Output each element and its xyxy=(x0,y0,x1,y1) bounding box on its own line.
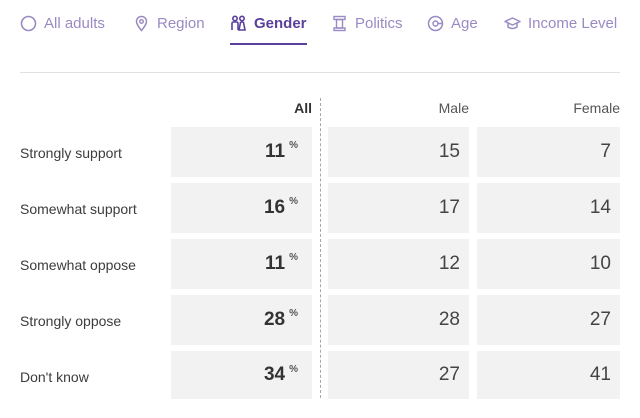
tab-income-level[interactable]: Income Level xyxy=(504,14,617,44)
percent-sign: % xyxy=(289,140,298,151)
all-value-cell: 16% xyxy=(171,183,312,233)
female-value-cell: 7 xyxy=(477,127,620,177)
percent-sign: % xyxy=(289,364,298,375)
male-value-cell: 17 xyxy=(328,183,469,233)
row-label: Don't know xyxy=(20,369,89,385)
column-header-male: Male xyxy=(438,100,469,116)
column-separator xyxy=(320,98,321,398)
tab-label: Politics xyxy=(355,15,403,32)
pillar-icon xyxy=(331,15,348,32)
percent-sign: % xyxy=(289,196,298,207)
all-value-cell: 11% xyxy=(171,239,312,289)
tab-gender[interactable]: Gender xyxy=(230,14,307,45)
column-header-all: All xyxy=(294,100,312,116)
female-value: 7 xyxy=(600,141,611,162)
tab-label: Income Level xyxy=(528,15,618,32)
row-label: Somewhat support xyxy=(20,201,137,217)
all-value: 28 xyxy=(263,309,286,330)
percent-sign: % xyxy=(289,308,298,319)
tab-region[interactable]: Region xyxy=(133,14,205,44)
female-value-cell: 27 xyxy=(477,295,620,345)
male-value: 17 xyxy=(438,197,460,218)
tab-label: All adults xyxy=(44,15,105,32)
male-value-cell: 28 xyxy=(328,295,469,345)
male-value-cell: 27 xyxy=(328,351,469,399)
male-value-cell: 12 xyxy=(328,239,469,289)
tab-all-adults[interactable]: All adults xyxy=(20,14,105,44)
female-value-cell: 41 xyxy=(477,351,620,399)
female-value-cell: 10 xyxy=(477,239,620,289)
location-pin-icon xyxy=(133,15,150,32)
tab-age[interactable]: Age xyxy=(427,14,478,44)
all-value: 11 xyxy=(265,141,286,162)
tabs-divider xyxy=(20,72,620,73)
row-label: Strongly support xyxy=(20,145,122,161)
male-value-cell: 15 xyxy=(328,127,469,177)
row-label: Somewhat oppose xyxy=(20,257,136,273)
percent-sign: % xyxy=(289,252,298,263)
male-value: 12 xyxy=(438,253,460,274)
female-value: 14 xyxy=(589,197,611,218)
all-value: 16 xyxy=(263,197,286,218)
female-value: 41 xyxy=(589,364,611,385)
column-header-female: Female xyxy=(573,100,620,116)
female-value: 27 xyxy=(589,309,611,330)
age-gauge-icon xyxy=(427,15,444,32)
circle-icon xyxy=(20,15,37,32)
tab-label: Age xyxy=(451,15,478,32)
all-value-cell: 11% xyxy=(171,127,312,177)
tab-politics[interactable]: Politics xyxy=(331,14,403,44)
female-value: 10 xyxy=(589,253,611,274)
people-icon xyxy=(230,15,247,32)
all-value-cell: 28% xyxy=(171,295,312,345)
all-value: 34 xyxy=(263,364,286,385)
filter-tabs: All adults Region Gender Politics Age In… xyxy=(0,0,640,46)
all-value-cell: 34% xyxy=(171,351,312,399)
all-value: 11 xyxy=(265,253,286,274)
male-value: 27 xyxy=(438,364,460,385)
female-value-cell: 14 xyxy=(477,183,620,233)
tab-label: Gender xyxy=(254,15,307,32)
male-value: 28 xyxy=(438,309,460,330)
male-value: 15 xyxy=(438,141,460,162)
graduation-cap-icon xyxy=(504,15,521,32)
tab-label: Region xyxy=(157,15,205,32)
row-label: Strongly oppose xyxy=(20,313,122,329)
